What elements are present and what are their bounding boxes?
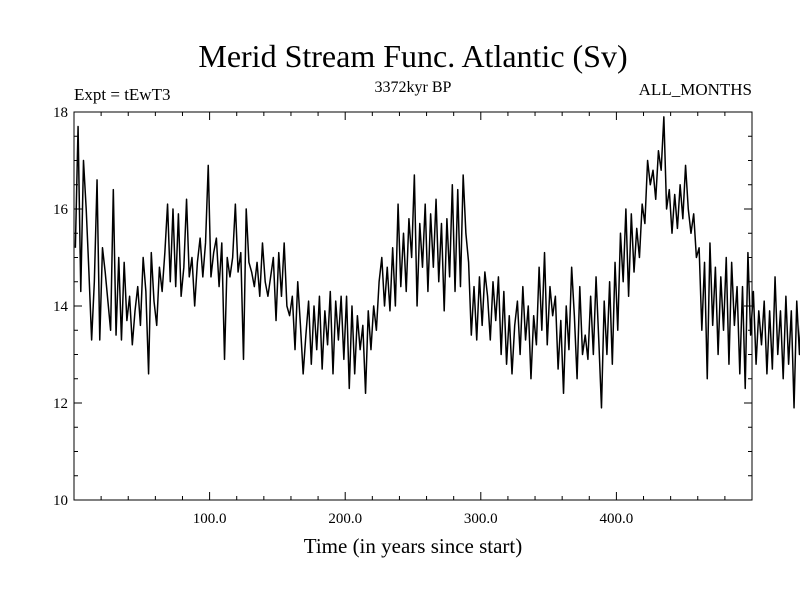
- x-axis-label: Time (in years since start): [304, 534, 523, 558]
- experiment-label: Expt = tEwT3: [74, 85, 170, 104]
- y-tick-label: 16: [53, 202, 69, 218]
- plot-frame: [73, 111, 753, 501]
- y-tick-label: 12: [53, 396, 68, 412]
- series-line: [74, 116, 800, 409]
- chart-title: Merid Stream Func. Atlantic (Sv): [198, 38, 627, 74]
- x-tick-label: 300.0: [464, 511, 498, 527]
- x-axis: 100.0 200.0 300.0 400.0: [100, 112, 726, 527]
- y-tick-label: 10: [53, 493, 68, 509]
- y-axis: 10 12 14 16 18: [53, 105, 752, 509]
- x-tick-label: 200.0: [328, 511, 362, 527]
- y-tick-label: 18: [53, 105, 68, 121]
- series-layer: [74, 116, 800, 409]
- y-tick-label: 14: [53, 299, 69, 315]
- x-tick-label: 100.0: [193, 511, 227, 527]
- months-label: ALL_MONTHS: [639, 80, 752, 99]
- x-tick-label: 400.0: [600, 511, 634, 527]
- time-period-label: 3372kyr BP: [375, 79, 452, 96]
